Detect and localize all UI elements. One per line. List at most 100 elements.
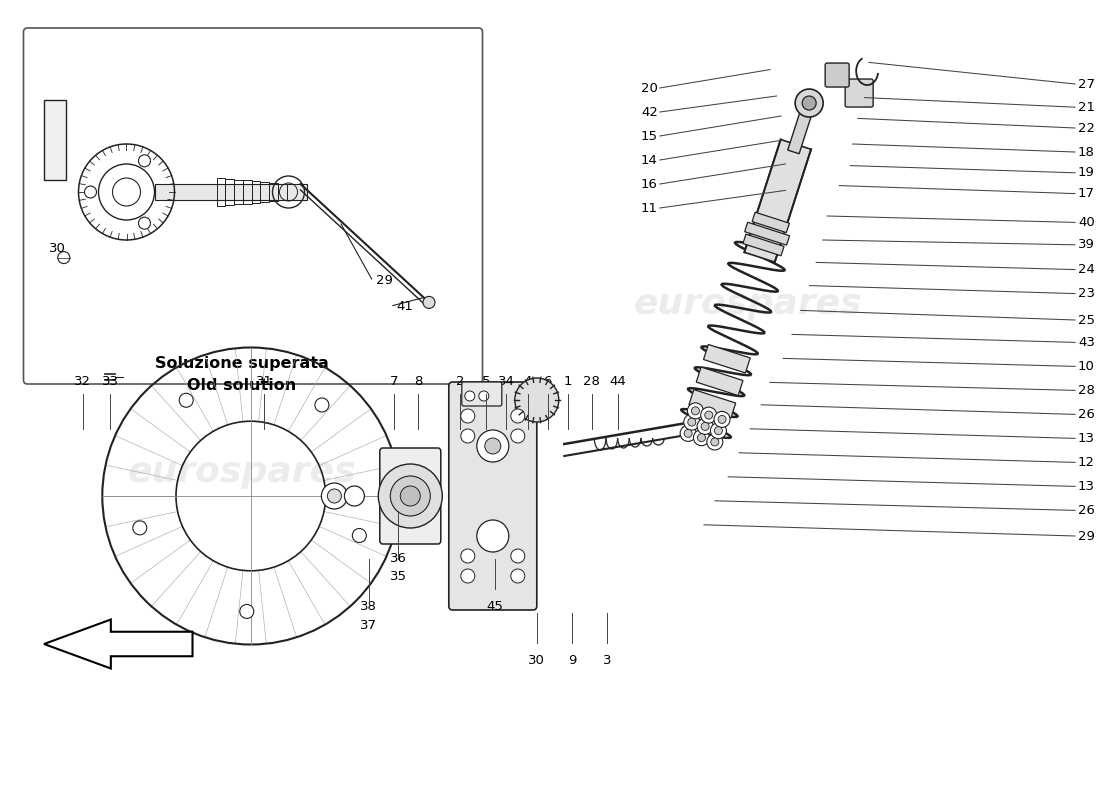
Circle shape <box>476 520 509 552</box>
Text: Old solution: Old solution <box>187 378 297 393</box>
Circle shape <box>478 391 488 401</box>
Polygon shape <box>788 105 814 154</box>
Circle shape <box>133 521 146 535</box>
Circle shape <box>692 407 700 415</box>
Text: 17: 17 <box>1078 187 1094 200</box>
Circle shape <box>461 409 475 423</box>
FancyBboxPatch shape <box>845 79 873 107</box>
Circle shape <box>510 429 525 443</box>
Text: 40: 40 <box>1078 216 1094 229</box>
Text: 3: 3 <box>603 654 612 667</box>
Text: 24: 24 <box>1078 263 1094 276</box>
Text: 29: 29 <box>1078 530 1094 542</box>
Text: 6: 6 <box>543 374 552 388</box>
Text: 19: 19 <box>1078 166 1094 179</box>
Text: 42: 42 <box>641 106 658 118</box>
Text: 7: 7 <box>389 374 398 388</box>
Text: 23: 23 <box>1078 287 1094 300</box>
FancyBboxPatch shape <box>23 28 483 384</box>
Circle shape <box>510 409 525 423</box>
Text: 26: 26 <box>1078 408 1094 421</box>
Circle shape <box>510 569 525 583</box>
Text: 35: 35 <box>389 570 407 583</box>
Circle shape <box>424 296 434 308</box>
Circle shape <box>701 407 717 423</box>
Polygon shape <box>44 619 192 669</box>
Text: 27: 27 <box>1078 78 1094 90</box>
Circle shape <box>697 434 705 442</box>
Circle shape <box>714 426 723 434</box>
Text: 22: 22 <box>1078 122 1094 134</box>
Circle shape <box>139 155 151 167</box>
Polygon shape <box>689 390 736 418</box>
Circle shape <box>240 605 254 618</box>
Circle shape <box>328 489 341 503</box>
Text: 13: 13 <box>1078 480 1094 493</box>
Circle shape <box>465 391 475 401</box>
Circle shape <box>707 434 723 450</box>
Circle shape <box>684 430 692 438</box>
Circle shape <box>711 422 726 438</box>
Circle shape <box>179 394 194 407</box>
Circle shape <box>684 414 700 430</box>
Circle shape <box>139 217 151 229</box>
Circle shape <box>515 378 559 422</box>
Circle shape <box>485 438 501 454</box>
Text: 4: 4 <box>524 374 532 388</box>
Circle shape <box>802 96 816 110</box>
Text: 28: 28 <box>583 374 601 388</box>
Text: 21: 21 <box>1078 101 1094 114</box>
Text: 13: 13 <box>1078 432 1094 445</box>
Text: 34: 34 <box>497 374 515 388</box>
Circle shape <box>321 483 348 509</box>
Text: eurospares: eurospares <box>128 455 356 489</box>
Text: 32: 32 <box>74 374 91 388</box>
Circle shape <box>510 549 525 563</box>
Text: 28: 28 <box>1078 384 1094 397</box>
Circle shape <box>85 186 97 198</box>
Circle shape <box>701 422 710 430</box>
Circle shape <box>693 430 710 446</box>
Text: 45: 45 <box>486 600 504 613</box>
Text: 18: 18 <box>1078 146 1094 158</box>
FancyBboxPatch shape <box>44 100 66 180</box>
Circle shape <box>390 476 430 516</box>
Text: 11: 11 <box>641 202 658 214</box>
FancyBboxPatch shape <box>154 184 307 200</box>
Text: Soluzione superata: Soluzione superata <box>155 357 329 371</box>
Text: 38: 38 <box>360 600 377 613</box>
Text: 1: 1 <box>563 374 572 388</box>
Polygon shape <box>752 212 790 233</box>
Circle shape <box>795 89 823 117</box>
Text: 33: 33 <box>101 374 119 388</box>
Circle shape <box>714 411 730 427</box>
Text: 39: 39 <box>1078 238 1094 251</box>
Text: 25: 25 <box>1078 314 1094 326</box>
Text: 8: 8 <box>414 374 422 388</box>
Circle shape <box>461 429 475 443</box>
Circle shape <box>461 549 475 563</box>
Circle shape <box>461 569 475 583</box>
Circle shape <box>344 486 364 506</box>
Circle shape <box>688 403 703 419</box>
Text: 44: 44 <box>609 374 627 388</box>
Text: 37: 37 <box>360 619 377 632</box>
Text: 31: 31 <box>255 374 273 388</box>
Text: 2: 2 <box>455 374 464 388</box>
Text: 16: 16 <box>641 178 658 190</box>
Text: 10: 10 <box>1078 360 1094 373</box>
Circle shape <box>58 251 69 263</box>
Circle shape <box>400 486 420 506</box>
Circle shape <box>718 415 726 423</box>
Polygon shape <box>745 222 790 245</box>
Polygon shape <box>745 139 811 262</box>
Text: 5: 5 <box>482 374 491 388</box>
Circle shape <box>352 529 366 542</box>
Circle shape <box>705 411 713 419</box>
Text: 29: 29 <box>376 274 393 286</box>
FancyBboxPatch shape <box>825 63 849 87</box>
FancyBboxPatch shape <box>379 448 441 544</box>
Text: 30: 30 <box>48 242 66 254</box>
FancyBboxPatch shape <box>449 382 537 610</box>
Circle shape <box>476 430 509 462</box>
